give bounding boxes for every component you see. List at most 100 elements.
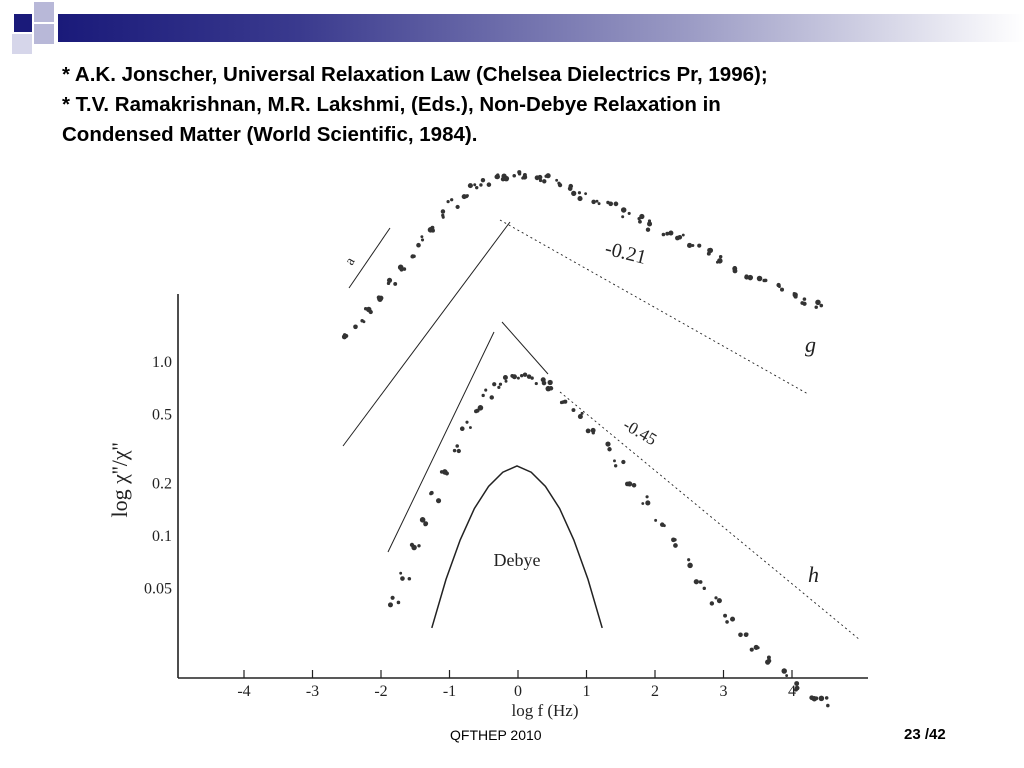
data-point bbox=[745, 632, 749, 636]
data-point bbox=[516, 376, 520, 380]
annotation: Debye bbox=[494, 550, 541, 570]
data-point bbox=[800, 301, 805, 305]
data-point bbox=[559, 400, 564, 405]
header-square-light bbox=[34, 2, 54, 22]
reference-line: * T.V. Ramakrishnan, M.R. Lakshmi, (Eds.… bbox=[62, 93, 721, 116]
data-point bbox=[555, 178, 559, 182]
data-point bbox=[785, 674, 789, 677]
data-point bbox=[627, 211, 631, 215]
data-point bbox=[756, 275, 763, 282]
header-square-dark bbox=[14, 14, 32, 32]
chart-points bbox=[341, 170, 830, 708]
data-point bbox=[718, 254, 723, 259]
data-point bbox=[714, 596, 718, 600]
x-tick-label: 2 bbox=[651, 683, 659, 700]
data-point bbox=[621, 215, 625, 219]
data-point bbox=[698, 580, 703, 584]
data-point bbox=[747, 274, 754, 281]
x-tick-label: -4 bbox=[237, 683, 250, 700]
data-point bbox=[608, 201, 614, 207]
data-point bbox=[504, 379, 508, 383]
debye-curve bbox=[431, 465, 603, 629]
data-point bbox=[778, 285, 781, 289]
data-point bbox=[766, 655, 771, 660]
data-point bbox=[687, 558, 691, 562]
data-point bbox=[641, 502, 645, 505]
data-point bbox=[605, 442, 609, 446]
data-point bbox=[557, 183, 563, 188]
data-point bbox=[763, 278, 768, 283]
x-tick-label: 3 bbox=[720, 683, 728, 700]
data-point bbox=[645, 495, 649, 499]
reference-line: Condensed Matter (World Scientific, 1984… bbox=[62, 123, 478, 146]
data-point bbox=[819, 303, 824, 308]
data-point bbox=[517, 172, 522, 176]
references-block: * A.K. Jonscher, Universal Relaxation La… bbox=[62, 60, 1002, 150]
data-point bbox=[686, 242, 693, 248]
data-point bbox=[749, 647, 754, 652]
data-point bbox=[826, 703, 830, 708]
data-point bbox=[474, 409, 479, 414]
data-point bbox=[511, 374, 517, 380]
data-point bbox=[814, 305, 818, 309]
data-point bbox=[461, 194, 467, 200]
annotation: h bbox=[808, 562, 819, 587]
data-point bbox=[681, 233, 685, 237]
data-point bbox=[420, 235, 424, 239]
x-tick-label: 4 bbox=[788, 683, 796, 700]
slope-line-h-top bbox=[501, 321, 549, 375]
data-point bbox=[502, 374, 508, 380]
data-point bbox=[691, 244, 695, 248]
chart-labels: -4 -3 -2 -1 0 1 2 3 4 1.0 0.5 0.2 0.1 0.05 log f (Hz) l… bbox=[107, 238, 819, 720]
slope-line-g-right bbox=[499, 219, 809, 395]
data-point bbox=[387, 602, 393, 608]
data-point bbox=[519, 373, 524, 378]
reference-line: * A.K. Jonscher, Universal Relaxation La… bbox=[62, 63, 768, 86]
data-point bbox=[400, 576, 405, 581]
annotation: a bbox=[342, 254, 358, 268]
footer-page-number: 23 /42 bbox=[904, 726, 946, 743]
data-point bbox=[591, 431, 595, 435]
data-point bbox=[709, 601, 715, 606]
data-point bbox=[625, 481, 630, 487]
data-point bbox=[744, 274, 749, 279]
data-point bbox=[417, 544, 421, 548]
data-point bbox=[730, 616, 736, 622]
data-point bbox=[526, 374, 532, 379]
data-point bbox=[766, 658, 772, 664]
data-point bbox=[416, 242, 421, 248]
data-point bbox=[522, 173, 527, 178]
y-tick-label: 0.5 bbox=[152, 406, 172, 423]
annotation: -0.45 bbox=[620, 415, 660, 449]
data-point bbox=[815, 299, 821, 306]
data-point bbox=[390, 595, 395, 600]
series-h bbox=[387, 372, 830, 708]
data-point bbox=[675, 235, 680, 241]
data-point bbox=[647, 221, 653, 227]
data-point bbox=[645, 500, 651, 506]
data-point bbox=[399, 267, 404, 272]
data-point bbox=[584, 192, 588, 196]
data-point bbox=[545, 385, 552, 392]
data-point bbox=[706, 251, 711, 256]
data-point bbox=[407, 577, 412, 581]
annotation: g bbox=[805, 332, 816, 357]
data-point bbox=[393, 281, 398, 286]
data-point bbox=[753, 644, 759, 650]
data-point bbox=[707, 247, 712, 253]
data-point bbox=[497, 385, 501, 389]
data-point bbox=[780, 287, 785, 292]
data-point bbox=[639, 213, 645, 220]
data-point bbox=[814, 696, 819, 701]
data-point bbox=[645, 227, 651, 232]
data-point bbox=[689, 562, 693, 566]
x-tick-label: -1 bbox=[443, 683, 456, 700]
x-tick-label: 1 bbox=[583, 683, 591, 700]
data-point bbox=[547, 379, 553, 386]
data-point bbox=[423, 522, 428, 527]
data-point bbox=[440, 209, 446, 214]
data-point bbox=[597, 202, 601, 206]
data-point bbox=[465, 420, 469, 424]
slope-line-g-left bbox=[342, 221, 511, 447]
header-square-light bbox=[12, 34, 32, 54]
